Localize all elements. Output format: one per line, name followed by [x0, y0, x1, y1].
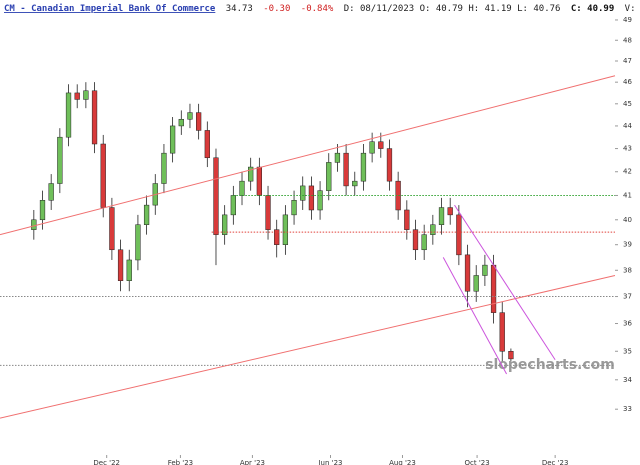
- candle-body: [464, 254, 471, 292]
- candle-body: [248, 166, 254, 182]
- x-tick-label: Dec '23: [542, 459, 569, 465]
- candle-body: [291, 200, 297, 216]
- x-tick-label: Apr '23: [240, 459, 265, 465]
- candle-body: [300, 185, 306, 201]
- candle-body: [360, 152, 367, 182]
- candle-body: [143, 204, 150, 225]
- y-tick-label: 47: [623, 57, 632, 65]
- x-tick-label: Aug '23: [389, 459, 416, 465]
- candle-body: [204, 130, 210, 159]
- candle-body: [412, 229, 419, 251]
- candle-body: [39, 200, 46, 221]
- candle-body: [352, 180, 358, 187]
- candle-body: [386, 148, 393, 182]
- y-tick-label: 35: [623, 347, 632, 355]
- y-tick-label: 36: [623, 320, 632, 328]
- header: CM - Canadian Imperial Bank Of Commerce …: [4, 3, 640, 14]
- trendline: [0, 75, 616, 236]
- trendline: [442, 257, 508, 375]
- candle-body: [109, 207, 115, 251]
- header-title: CM - Canadian Imperial Bank Of Commerce: [4, 3, 216, 14]
- y-tick-label: 43: [623, 145, 632, 153]
- candle-body: [230, 195, 236, 216]
- candle-body: [187, 112, 193, 120]
- candle-body: [499, 312, 505, 352]
- candle-body: [256, 166, 262, 196]
- candle-body: [378, 141, 384, 149]
- candle-body: [456, 214, 462, 256]
- y-tick-label: 41: [623, 191, 632, 199]
- header-details: D: 08/11/2023 O: 40.79 H: 41.19 L: 40.76: [344, 4, 561, 14]
- y-tick-label: 48: [623, 36, 632, 44]
- y-tick-label: 44: [623, 122, 632, 130]
- candle-body: [490, 264, 497, 313]
- candle-body: [196, 112, 202, 131]
- trendline: [454, 204, 556, 361]
- candle-body: [83, 90, 89, 100]
- trendline: [0, 274, 616, 419]
- candle-body: [438, 207, 445, 225]
- candle-body: [178, 118, 184, 127]
- candle-body: [48, 183, 54, 201]
- candle-body: [317, 190, 323, 211]
- y-tick-label: 39: [623, 241, 632, 249]
- x-tick-label: Dec '22: [93, 459, 120, 465]
- candle-body: [31, 219, 37, 230]
- candle-body: [169, 125, 176, 154]
- candle-body: [117, 249, 124, 281]
- candle-body: [213, 157, 219, 235]
- candle-body: [74, 92, 80, 100]
- candle-body: [222, 214, 228, 235]
- y-tick-label: 34: [623, 376, 632, 384]
- header-close: C: 40.99: [571, 4, 614, 14]
- candle-body: [369, 141, 375, 154]
- y-tick-label: 33: [623, 405, 632, 413]
- y-tick-label: 40: [623, 216, 632, 224]
- candle-body: [91, 90, 98, 145]
- header-volume: V: 46.3: [625, 4, 640, 14]
- candle-body: [447, 207, 453, 216]
- candle-body: [135, 224, 141, 261]
- x-tick-label: Oct '23: [464, 459, 489, 465]
- x-tick-label: Feb '23: [168, 459, 193, 465]
- candle-body: [126, 259, 132, 281]
- candle-body: [326, 162, 332, 191]
- candle-body: [404, 209, 410, 230]
- candle-body: [57, 136, 63, 184]
- candle-body: [161, 152, 167, 184]
- candle-body: [334, 152, 341, 163]
- y-tick-label: 42: [623, 168, 632, 176]
- candle-body: [473, 275, 479, 292]
- header-change: -0.30: [263, 4, 290, 14]
- y-tick-label: 37: [623, 293, 632, 301]
- header-last: 34.73: [226, 4, 253, 14]
- y-tick-label: 46: [623, 78, 632, 86]
- candle-body: [308, 185, 315, 211]
- y-tick-label: 38: [623, 266, 632, 274]
- candle-body: [65, 92, 72, 138]
- y-tick-label: 45: [623, 100, 632, 108]
- x-tick-label: Jun '23: [317, 459, 342, 465]
- header-change-pct: -0.84%: [301, 4, 334, 14]
- candle-body: [430, 224, 436, 235]
- candle-body: [265, 195, 271, 230]
- candle-body: [482, 264, 488, 276]
- candle-body: [421, 234, 427, 251]
- candle-body: [100, 143, 106, 208]
- y-tick-label: 49: [623, 16, 632, 24]
- candle-body: [282, 214, 289, 245]
- candle-body: [274, 229, 280, 245]
- candle-body: [343, 152, 349, 187]
- candle-body: [508, 351, 514, 360]
- candle-body: [239, 180, 245, 196]
